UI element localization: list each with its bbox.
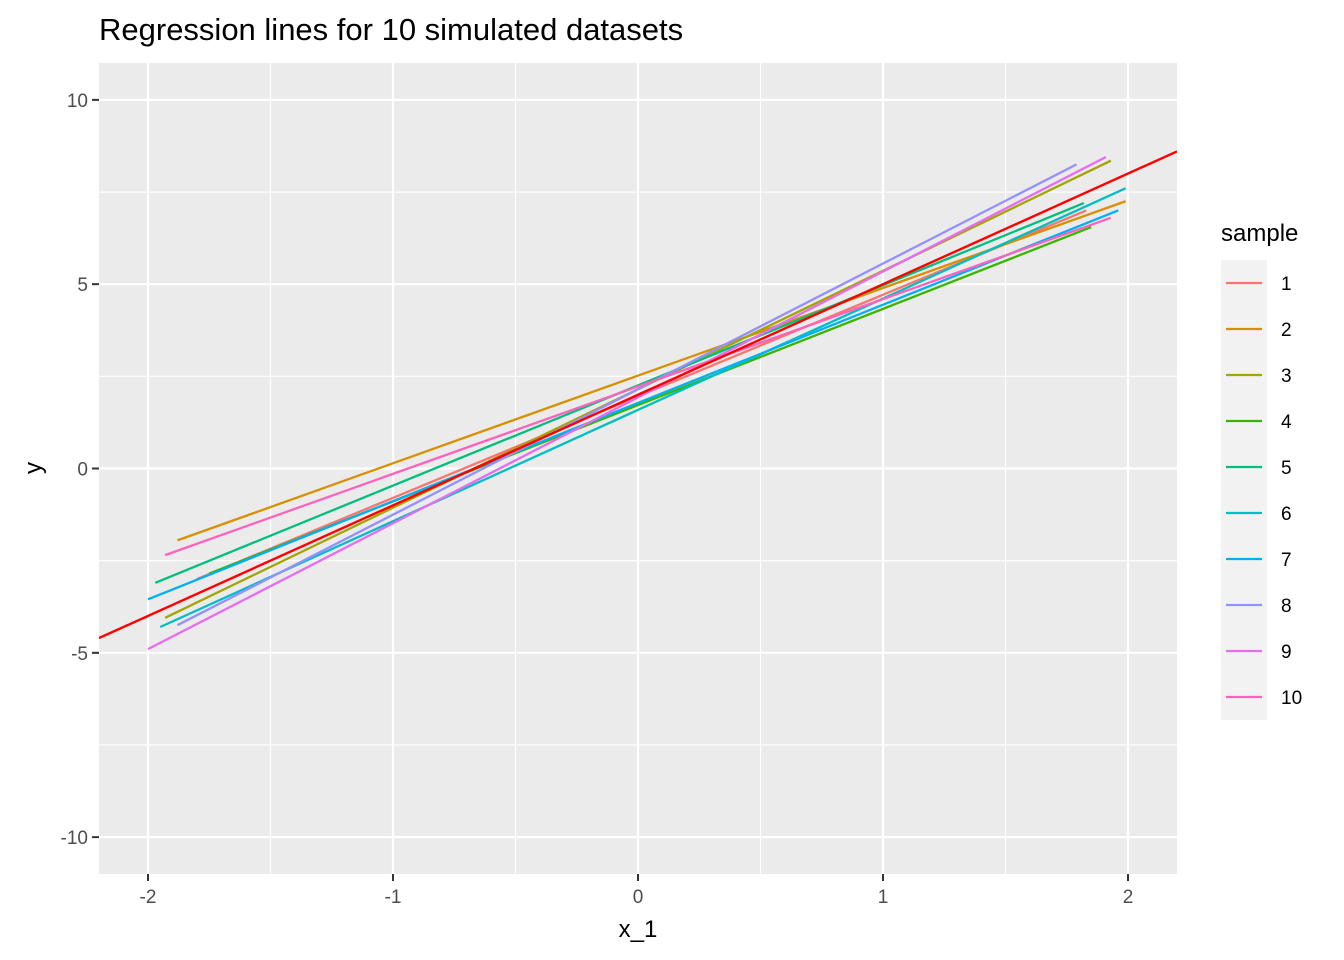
legend-label-10: 10 bbox=[1281, 688, 1302, 709]
legend-label-3: 3 bbox=[1281, 366, 1292, 387]
series-line-6 bbox=[159, 187, 1127, 629]
series-line-10 bbox=[164, 216, 1112, 557]
legend-label-1: 1 bbox=[1281, 274, 1292, 295]
x-axis: -2 -1 0 1 2 bbox=[140, 874, 1134, 908]
series-line-8 bbox=[176, 163, 1078, 627]
y-axis-title: y bbox=[20, 462, 47, 474]
x-tick-label: 1 bbox=[878, 887, 889, 908]
y-tick-label: 5 bbox=[77, 275, 88, 296]
legend-title: sample bbox=[1221, 220, 1298, 247]
legend-label-4: 4 bbox=[1281, 412, 1292, 433]
x-tick-label: -1 bbox=[385, 887, 402, 908]
series-lines bbox=[147, 155, 1127, 651]
legend-label-8: 8 bbox=[1281, 596, 1292, 617]
y-axis: -10 -5 0 5 10 bbox=[61, 91, 99, 849]
true-line-group bbox=[99, 150, 1177, 640]
chart-title: Regression lines for 10 simulated datase… bbox=[99, 12, 683, 47]
x-tick-label: -2 bbox=[140, 887, 157, 908]
true-regression-line bbox=[99, 150, 1177, 640]
x-tick-label: 2 bbox=[1123, 887, 1134, 908]
plot-lines bbox=[99, 150, 1177, 651]
series-line-2 bbox=[177, 200, 1126, 542]
y-tick-label: 10 bbox=[67, 91, 88, 112]
series-line-9 bbox=[147, 155, 1107, 651]
legend-label-5: 5 bbox=[1281, 458, 1292, 479]
legend-label-2: 2 bbox=[1281, 320, 1292, 341]
x-axis-title: x_1 bbox=[619, 916, 658, 943]
legend-items: 1 2 3 4 5 6 7 8 9 10 bbox=[1226, 274, 1302, 709]
legend-label-7: 7 bbox=[1281, 550, 1292, 571]
x-tick-label: 0 bbox=[633, 887, 644, 908]
major-gridlines bbox=[99, 63, 1177, 874]
legend: sample 1 2 3 4 5 6 7 8 9 10 bbox=[1221, 220, 1302, 720]
series-line-7 bbox=[147, 209, 1119, 601]
legend-label-9: 9 bbox=[1281, 642, 1292, 663]
y-tick-label: 0 bbox=[77, 460, 88, 481]
legend-label-6: 6 bbox=[1281, 504, 1292, 525]
y-tick-label: -10 bbox=[61, 828, 88, 849]
legend-key-background bbox=[1221, 260, 1267, 720]
y-tick-label: -5 bbox=[71, 644, 88, 665]
